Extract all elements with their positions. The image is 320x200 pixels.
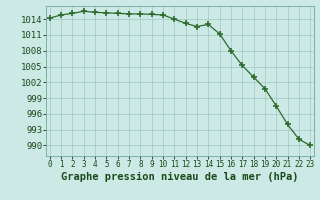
X-axis label: Graphe pression niveau de la mer (hPa): Graphe pression niveau de la mer (hPa) — [61, 172, 299, 182]
